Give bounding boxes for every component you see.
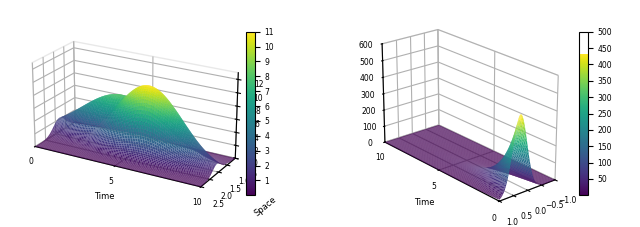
X-axis label: Time: Time	[94, 192, 115, 201]
Y-axis label: Time: Time	[413, 198, 434, 207]
Y-axis label: Space: Space	[253, 195, 278, 218]
